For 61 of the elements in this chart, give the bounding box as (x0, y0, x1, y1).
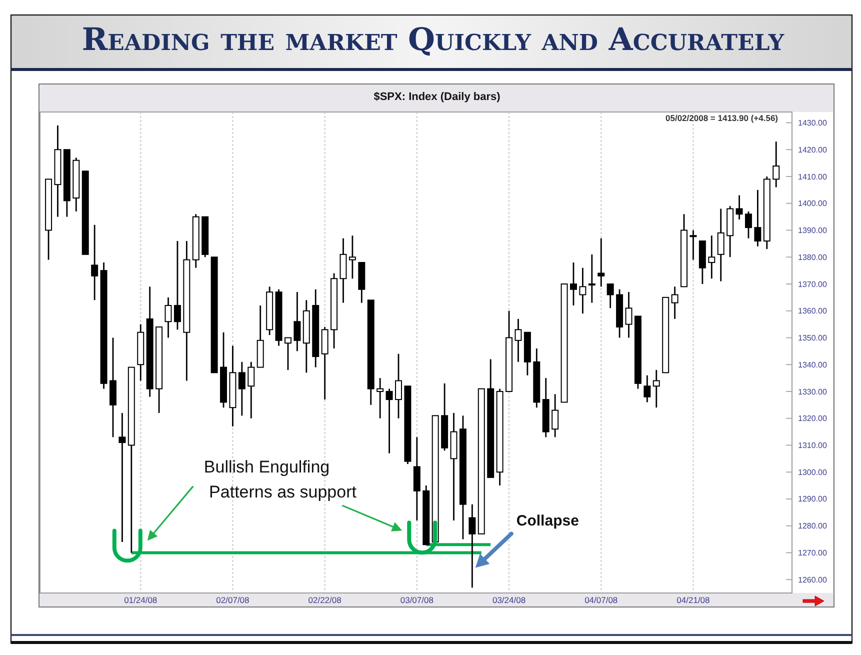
y-tick-label: 1400.00 (798, 199, 828, 208)
candlestick (708, 234, 716, 280)
y-tick-label: 1430.00 (798, 118, 828, 128)
y-tick-label: 1330.00 (798, 387, 828, 396)
x-tick-label: 04/07/08 (584, 595, 618, 605)
candlestick (294, 291, 301, 352)
y-tick-label: 1370.00 (798, 280, 828, 289)
y-tick-label: 1360.00 (798, 306, 828, 316)
candlestick (552, 393, 559, 438)
y-tick-label: 1280.00 (798, 522, 828, 531)
candlestick (348, 234, 356, 280)
y-tick-label: 1380.00 (798, 252, 828, 262)
y-tick-label: 1300.00 (798, 468, 828, 477)
x-tick-label: 03/07/08 (400, 595, 434, 605)
y-tick-label: 1290.00 (798, 494, 828, 504)
candlestick (514, 318, 522, 363)
y-tick-label: 1260.00 (798, 575, 828, 584)
y-tick-label: 1410.00 (798, 172, 828, 182)
x-tick-label: 02/07/08 (216, 595, 250, 605)
candlestick (744, 210, 752, 239)
candlestick (284, 337, 292, 371)
candlestick (174, 240, 181, 330)
candlestick (468, 504, 476, 588)
candlestick (570, 262, 577, 306)
candlestick (386, 388, 393, 454)
x-tick-label: 02/22/08 (308, 595, 342, 605)
candlestick (376, 377, 384, 420)
annotation: Bullish Engulfing Patterns as support (204, 458, 357, 502)
candlestick (598, 238, 605, 288)
x-tick-label: 01/24/08 (124, 595, 158, 605)
candlestick (625, 291, 632, 338)
candlestick (652, 369, 660, 408)
candlestick (606, 283, 614, 309)
candlestick (248, 361, 255, 420)
y-tick-label: 1350.00 (798, 334, 828, 343)
candlestick (690, 230, 697, 260)
candlestick (671, 286, 678, 320)
y-tick-label: 1340.00 (798, 360, 828, 370)
y-tick-label: 1270.00 (798, 548, 828, 558)
candlestick (238, 361, 246, 416)
x-tick-label: 04/21/08 (676, 595, 710, 605)
annotation: Collapse (516, 512, 579, 530)
y-tick-label: 1390.00 (798, 226, 828, 236)
candlestick (118, 412, 126, 543)
y-tick-label: 1420.00 (798, 145, 828, 154)
candlestick (91, 224, 98, 301)
chart-title: Reading the market Quickly and Accurately (82, 22, 784, 58)
candlestick (164, 296, 172, 338)
candlestick (754, 189, 762, 248)
candlestick (717, 208, 724, 282)
candlestick (579, 267, 586, 314)
candlestick (772, 140, 780, 188)
candlestick (588, 254, 596, 304)
candlestick (736, 194, 743, 220)
candlestick (395, 353, 402, 420)
chart-subtitle: $SPX: Index (Daily bars) (374, 91, 501, 103)
x-tick-label: 03/24/08 (492, 595, 526, 605)
candlestick (644, 374, 651, 403)
y-tick-label: 1310.00 (798, 441, 828, 450)
y-tick-label: 1320.00 (798, 414, 828, 424)
annotation: 05/02/2008 = 1413.90 (+4.56) (666, 113, 778, 123)
